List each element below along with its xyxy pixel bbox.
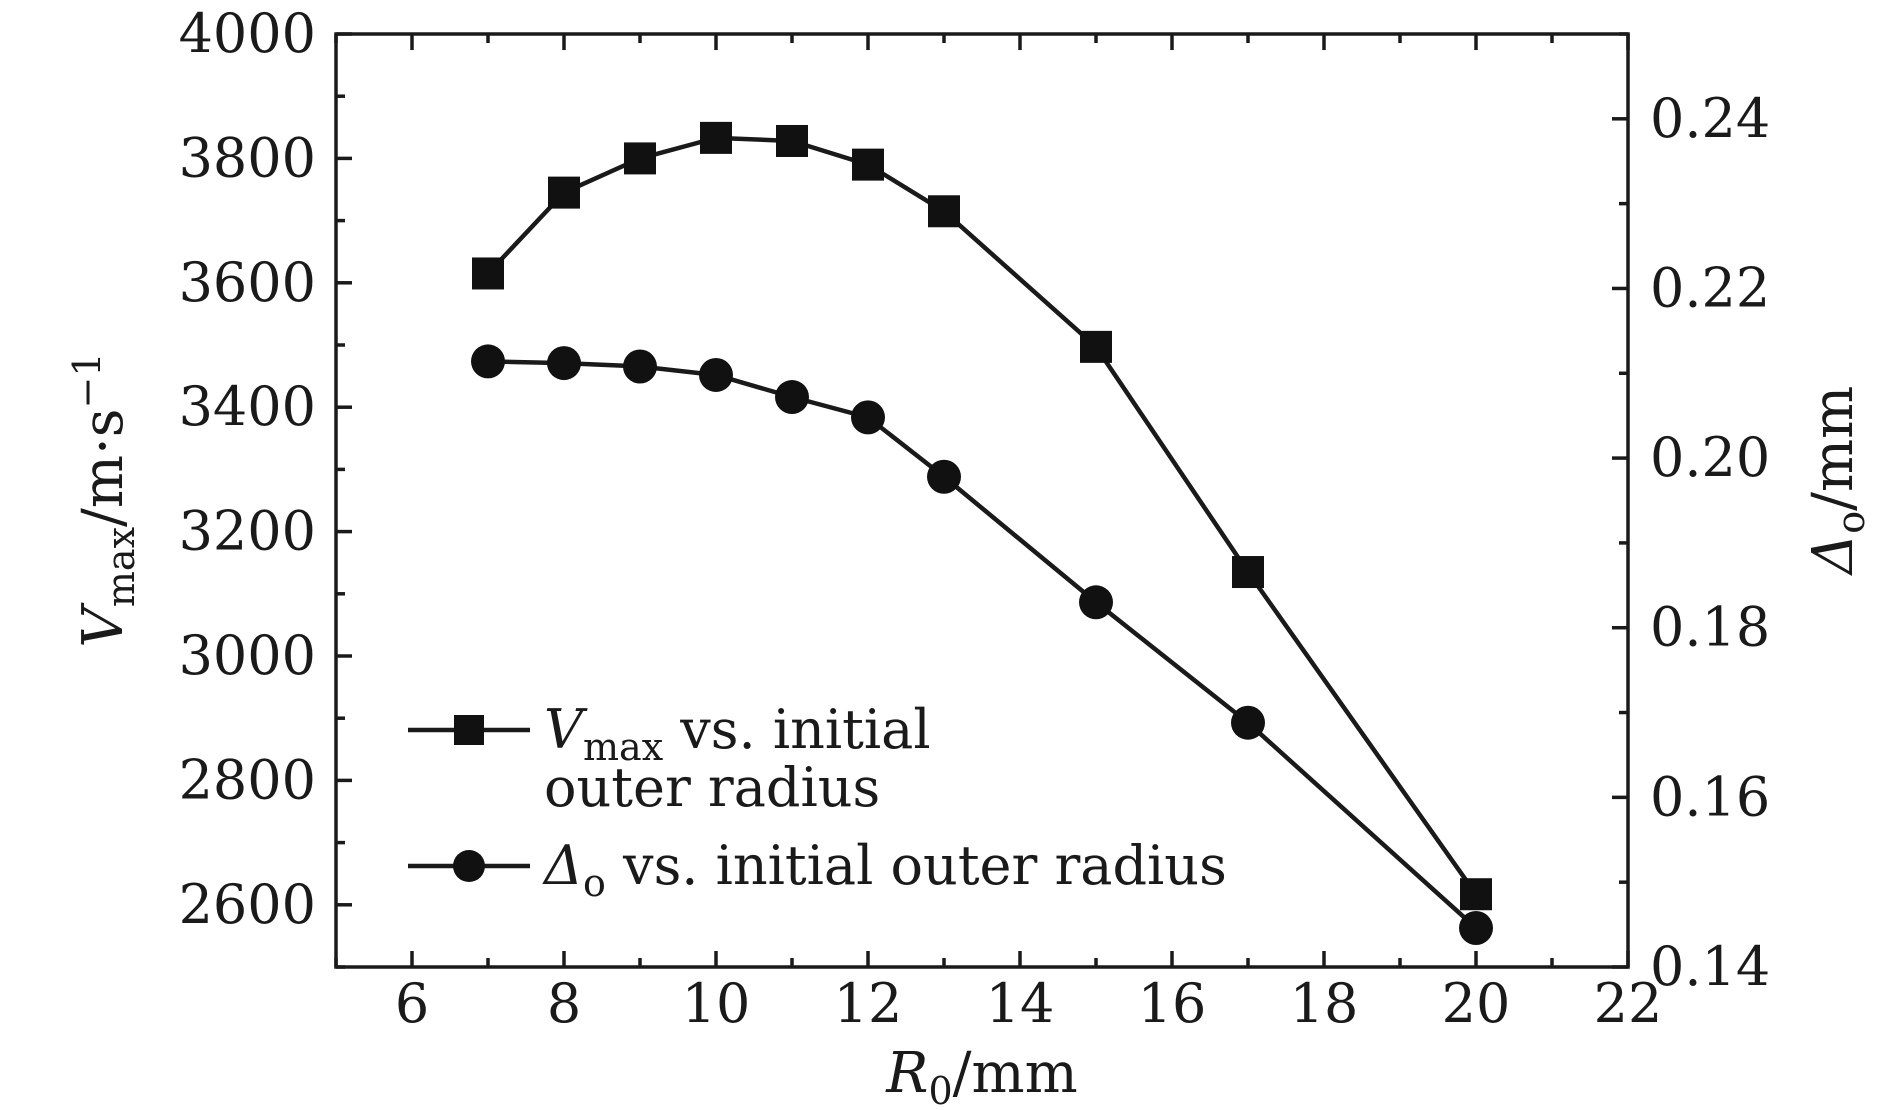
delta-point — [1459, 910, 1493, 945]
legend-label-vmax-line2: outer radius — [544, 756, 880, 819]
x-tick-label: 22 — [1594, 972, 1663, 1035]
delta-point — [927, 459, 961, 494]
x-tick-label: 16 — [1138, 972, 1207, 1035]
x-tick-label: 20 — [1442, 972, 1511, 1035]
y-right-axis-label: Δo/mm — [1801, 386, 1873, 576]
y-right-tick-label: 0.20 — [1650, 426, 1770, 489]
delta-point — [1079, 585, 1113, 620]
tick-labels: 6 8 10 12 14 16 18 20 22 2600 2800 3000 3200 3400 3600… — [179, 2, 1771, 1035]
series-line-vmax — [486, 135, 1478, 896]
vmax-point — [852, 148, 884, 181]
y-left-tick-label: 3200 — [179, 500, 316, 563]
legend-marker-circle — [453, 850, 485, 882]
x-axis-label: R0/mm — [885, 1041, 1077, 1110]
y-right-tick-label: 0.24 — [1650, 87, 1770, 150]
y-left-tick-label: 2800 — [179, 748, 316, 811]
vmax-point — [1232, 556, 1264, 589]
y-left-tick-label: 2600 — [179, 873, 316, 936]
vmax-point — [1460, 878, 1492, 911]
vmax-point — [928, 195, 960, 228]
x-tick-label: 18 — [1290, 972, 1359, 1035]
x-tick-label: 12 — [834, 972, 903, 1035]
delta-point — [699, 357, 733, 392]
x-tick-label: 8 — [547, 972, 581, 1035]
y-right-tick-label: 0.16 — [1650, 765, 1770, 828]
x-tick-label: 14 — [986, 972, 1055, 1035]
x-tick-label: 10 — [682, 972, 751, 1035]
axis-ticks — [334, 32, 1630, 969]
vmax-point — [548, 176, 580, 209]
delta-point — [471, 344, 505, 379]
vmax-point — [472, 257, 504, 290]
y-right-tick-label: 0.14 — [1650, 935, 1770, 998]
vmax-point — [1080, 330, 1112, 363]
plot-frame — [334, 32, 1630, 969]
vmax-point — [700, 121, 732, 154]
y-left-tick-label: 3800 — [179, 126, 316, 189]
y-right-tick-label: 0.18 — [1650, 596, 1770, 659]
series-layer — [471, 121, 1493, 945]
legend-marker-square — [454, 715, 484, 745]
legend-label-delta: Δo vs. initial outer radius — [542, 834, 1227, 905]
delta-point — [1231, 705, 1265, 740]
y-left-axis-label: Vmax/m·s−1 — [65, 352, 143, 647]
y-left-tick-label: 3600 — [179, 251, 316, 314]
legend-entry-delta: Δo vs. initial outer radius — [408, 834, 1227, 905]
delta-point — [547, 346, 581, 381]
y-right-tick-label: 0.22 — [1650, 256, 1770, 319]
legend: Vmax vs. initial outer radius Δo vs. ini… — [408, 698, 1227, 905]
delta-point — [775, 380, 809, 415]
y-left-tick-label: 4000 — [179, 2, 316, 65]
legend-entry-vmax: Vmax vs. initial outer radius — [408, 698, 931, 819]
series-line-delta — [487, 359, 1478, 930]
vmax-point — [776, 124, 808, 157]
y-left-tick-label: 3400 — [179, 375, 316, 438]
vmax-point — [624, 142, 656, 175]
legend-label-vmax: Vmax vs. initial — [544, 698, 931, 769]
y-left-tick-label: 3000 — [179, 624, 316, 687]
delta-point — [623, 349, 657, 384]
delta-point — [851, 400, 885, 435]
x-tick-label: 6 — [395, 972, 429, 1035]
